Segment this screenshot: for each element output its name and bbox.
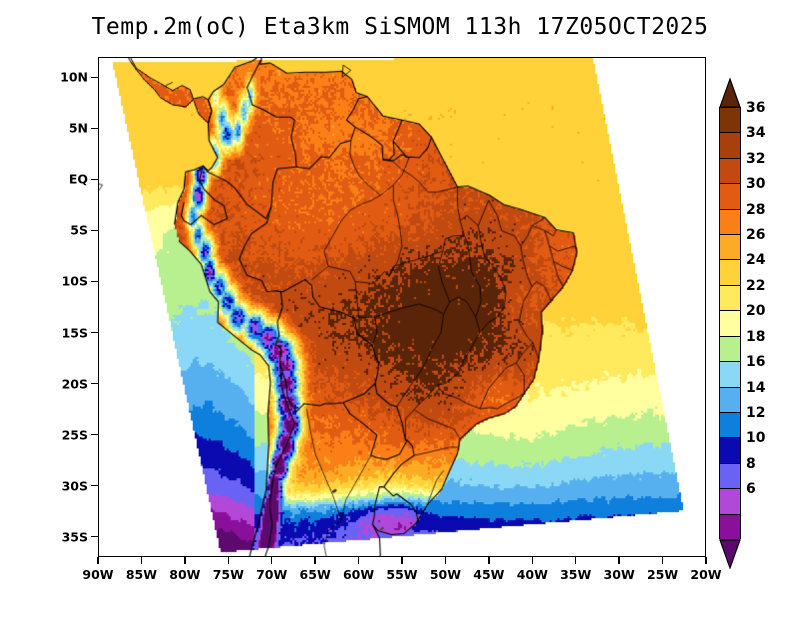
y-tick-mark: [91, 535, 98, 538]
x-tick-mark: [574, 557, 577, 564]
x-tick-mark: [618, 557, 620, 564]
x-axis-tick-label: 75W: [212, 567, 244, 582]
x-tick-mark: [227, 557, 230, 564]
page-title: Temp.2m(oC) Eta3km SiSMOM 113h 17Z05OCT2…: [91, 14, 709, 40]
y-tick-mark: [91, 229, 98, 232]
colorbar-tick-label: 10: [746, 430, 766, 447]
colorbar-tick-label: 36: [746, 100, 766, 116]
y-tick-mark: [91, 331, 98, 334]
y-axis-tick-label: 10S: [61, 273, 88, 289]
x-tick-mark: [270, 557, 273, 564]
x-tick-mark: [97, 557, 99, 564]
x-tick-mark: [184, 557, 186, 564]
y-axis-tick-label: EQ: [68, 171, 88, 187]
x-axis-tick-label: 55W: [386, 567, 418, 582]
x-axis-tick-label: 85W: [125, 567, 158, 582]
colorbar-tick-label: 24: [746, 252, 766, 269]
colorbar-cell: [720, 362, 740, 388]
colorbar-cell: [720, 133, 740, 159]
x-tick-mark: [314, 557, 316, 564]
colorbar-cell: [720, 209, 740, 236]
x-axis-tick-label: 60W: [342, 567, 375, 582]
y-tick-mark: [91, 280, 98, 283]
colorbar-tick-label: 26: [746, 227, 766, 244]
colorbar-top-arrow: [719, 78, 741, 108]
x-axis-tick-label: 40W: [516, 567, 548, 582]
y-axis-tick-label: 15S: [61, 325, 88, 340]
colorbar-tick-label: 28: [746, 201, 766, 218]
x-tick-mark: [401, 557, 403, 564]
x-axis-tick-label: 20W: [690, 567, 722, 582]
colorbar-tick-label: 16: [746, 354, 766, 371]
x-axis-tick-label: 50W: [429, 567, 462, 582]
colorbar-tick-label: 6: [746, 481, 756, 498]
colorbar-cell: [720, 260, 740, 286]
x-axis-tick-label: 65W: [299, 567, 331, 582]
x-tick-mark: [661, 557, 664, 564]
x-axis-tick-label: 25W: [646, 567, 679, 582]
x-tick-mark: [357, 557, 360, 564]
y-tick-mark: [91, 484, 98, 487]
x-axis-tick-label: 45W: [473, 567, 505, 582]
x-axis-tick-label: 80W: [169, 567, 201, 582]
colorbar-cell: [720, 285, 740, 312]
colorbar-cell: [720, 412, 740, 439]
y-axis-tick-label: 30S: [61, 478, 88, 494]
colorbar-cell: [720, 463, 740, 490]
y-tick-mark: [91, 178, 98, 181]
x-tick-mark: [444, 557, 447, 564]
x-axis-tick-label: 35W: [560, 567, 592, 582]
colorbar-tick-label: 22: [746, 277, 766, 294]
map-plot-area: [98, 57, 706, 557]
colorbar-tick-label: 18: [746, 328, 766, 345]
colorbar-cell: [720, 438, 740, 464]
colorbar-cell: [720, 184, 740, 210]
colorbar-tick-label: 32: [746, 150, 766, 167]
y-axis-tick-label: 25S: [61, 427, 88, 443]
colorbar-tick-label: 34: [746, 125, 766, 142]
y-axis-tick-label: 35S: [61, 529, 88, 545]
y-tick-mark: [91, 382, 98, 385]
colorbar-tick-label: 12: [746, 404, 766, 421]
colorbar-body: [719, 107, 741, 540]
colorbar-cell: [720, 108, 740, 134]
colorbar-cell: [720, 158, 740, 185]
colorbar-cell: [720, 387, 740, 413]
x-tick-mark: [531, 557, 534, 564]
colorbar-cell: [720, 235, 740, 261]
x-axis-tick-label: 70W: [256, 567, 288, 582]
y-axis-tick-label: 20S: [61, 376, 88, 392]
colorbar-cell: [720, 311, 740, 337]
y-tick-mark: [91, 76, 98, 79]
y-axis-tick-label: 10N: [60, 69, 88, 85]
colorbar-bottom-arrow: [719, 539, 741, 569]
colorbar-cell: [720, 489, 740, 515]
x-tick-mark: [705, 557, 707, 564]
x-tick-mark: [140, 557, 143, 564]
colorbar-cell: [720, 514, 740, 540]
colorbar: [719, 78, 741, 569]
temperature-field-map: [99, 58, 705, 556]
x-axis-tick-label: 30W: [603, 567, 635, 582]
colorbar-cell: [720, 336, 740, 363]
y-tick-mark: [91, 433, 98, 436]
x-tick-mark: [488, 557, 490, 564]
colorbar-tick-label: 14: [746, 379, 766, 396]
colorbar-tick-label: 30: [746, 176, 766, 193]
y-tick-mark: [91, 127, 98, 130]
colorbar-tick-label: 8: [746, 455, 756, 472]
y-axis-tick-label: 5S: [70, 222, 88, 238]
y-axis-tick-label: 5N: [68, 120, 88, 136]
colorbar-tick-label: 20: [746, 303, 766, 320]
x-axis-tick-label: 90W: [82, 567, 114, 582]
